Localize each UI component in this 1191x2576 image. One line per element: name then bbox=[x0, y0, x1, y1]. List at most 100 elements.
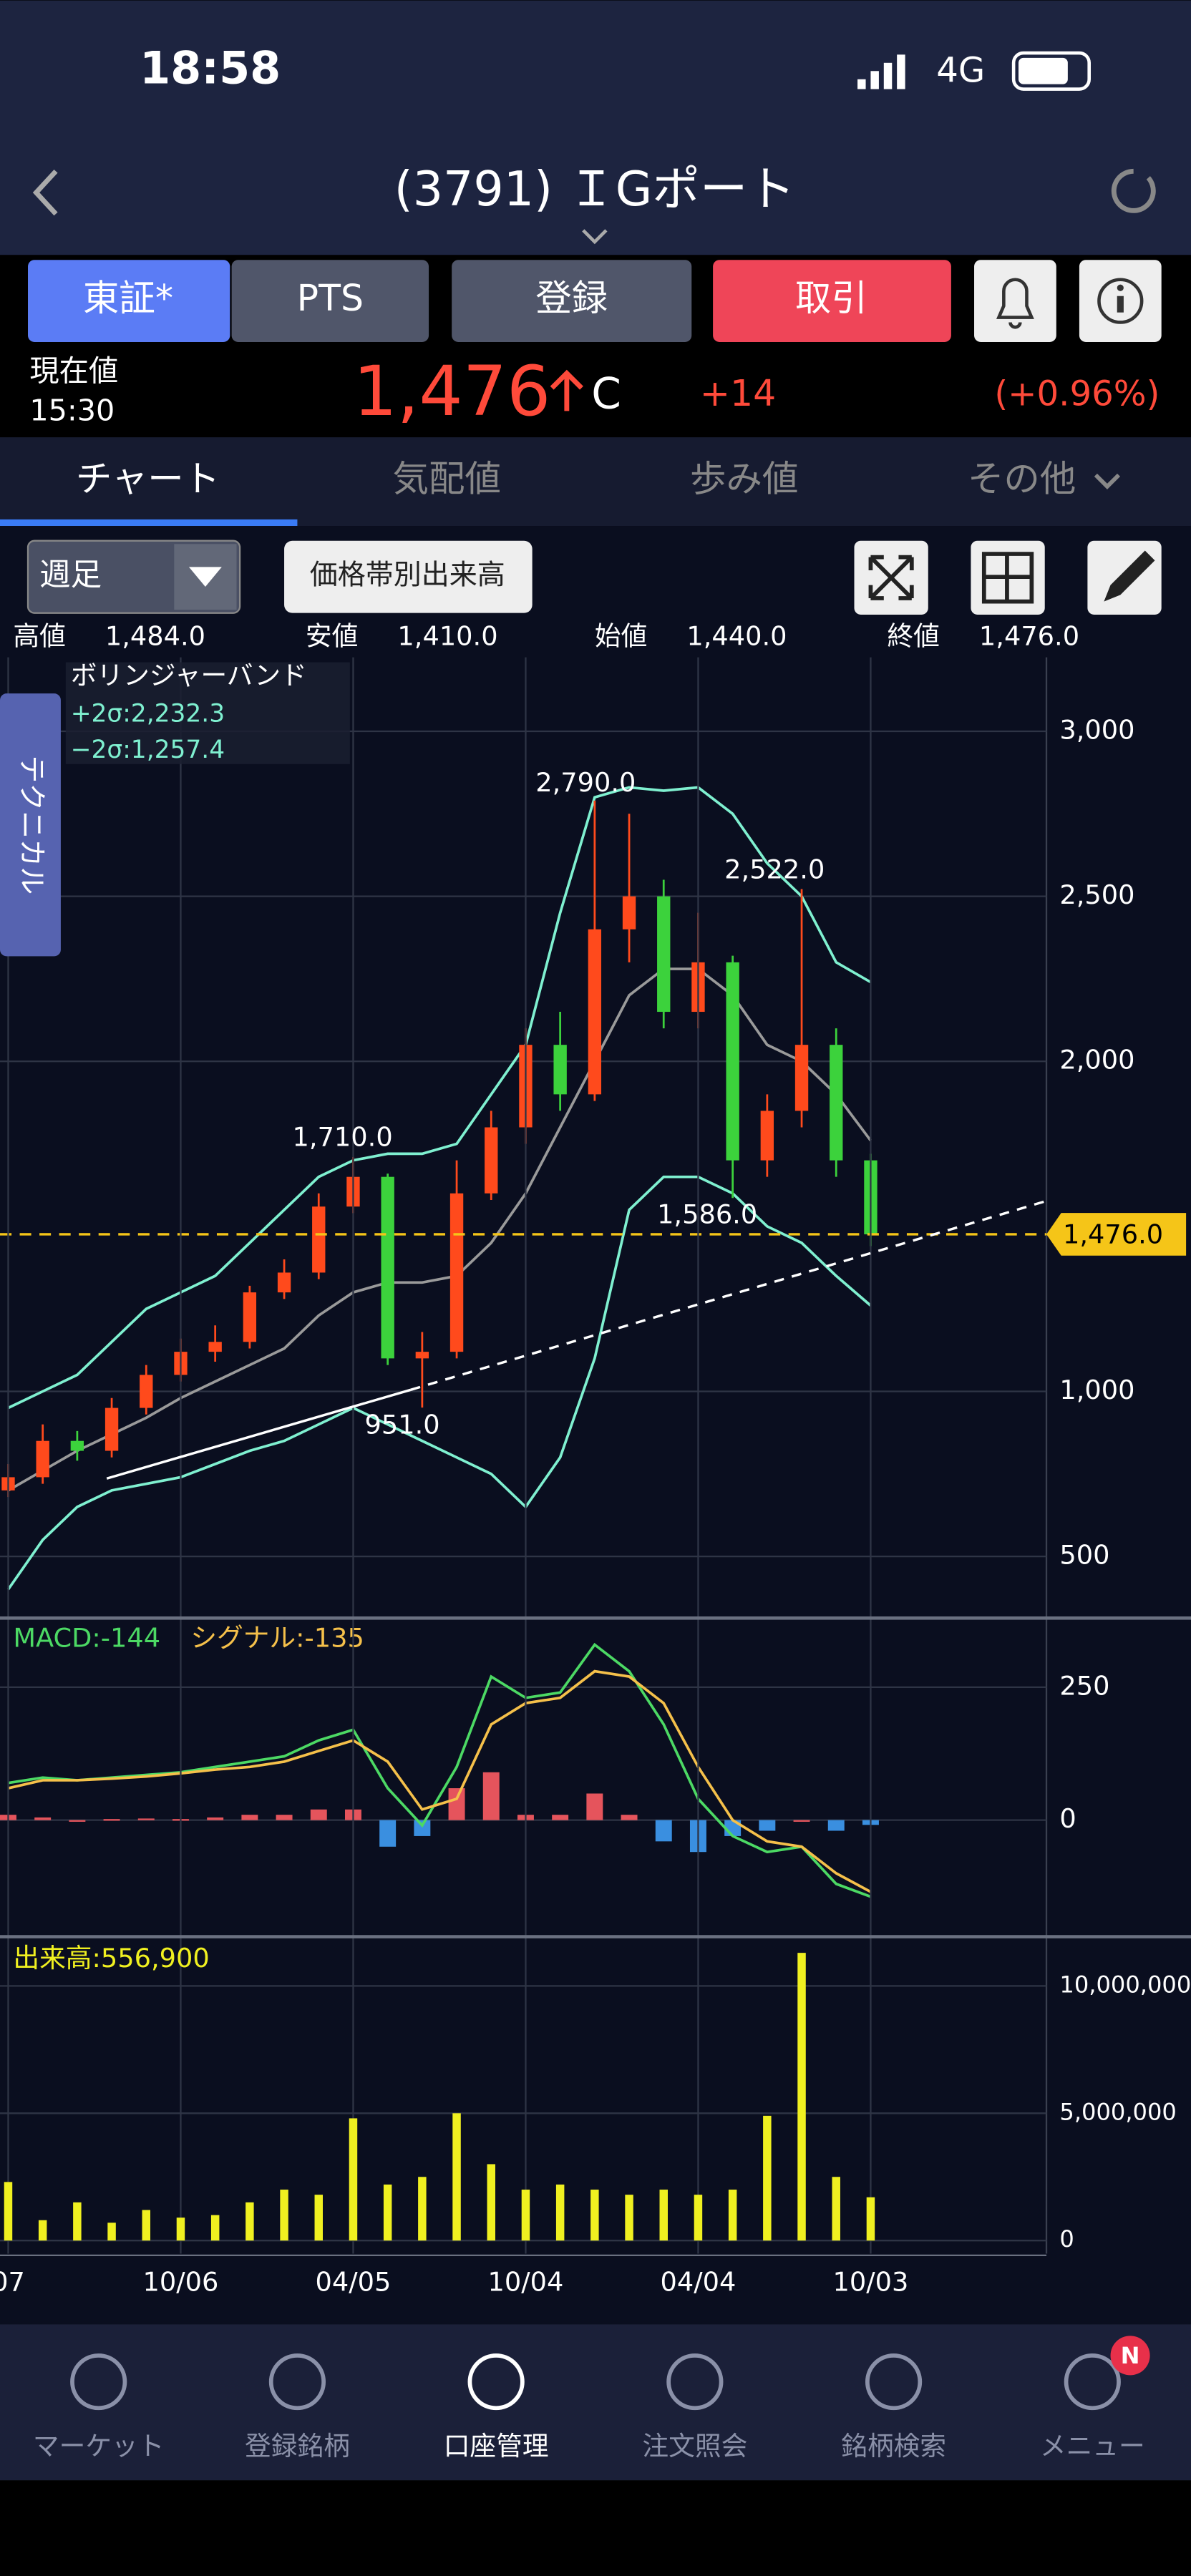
nav-icon bbox=[865, 2353, 923, 2411]
volume-bar bbox=[832, 2177, 840, 2241]
nav-label[interactable]: メニュー bbox=[1040, 2431, 1145, 2462]
nav-label[interactable]: 銘柄検索 bbox=[841, 2431, 946, 2462]
volume-profile-button[interactable] bbox=[284, 540, 533, 613]
candle-body bbox=[36, 1440, 49, 1478]
fullscreen-icon bbox=[868, 555, 914, 600]
stock-title[interactable]: (3791) ＩGポート bbox=[394, 161, 795, 217]
current-price: 1,476 bbox=[353, 351, 550, 431]
volume-profile-label: 価格帯別出来高 bbox=[310, 560, 505, 592]
volume-bar bbox=[349, 2118, 358, 2241]
histogram-bar bbox=[34, 1817, 52, 1820]
network: 4G bbox=[936, 51, 985, 91]
nav-icon bbox=[666, 2353, 724, 2411]
tab[interactable]: 歩み値 bbox=[690, 458, 798, 500]
histogram-bar bbox=[621, 1815, 638, 1820]
nav-label[interactable]: 口座管理 bbox=[444, 2431, 549, 2462]
annotation: 2,790.0 bbox=[535, 767, 636, 798]
volume-bar bbox=[728, 2190, 737, 2241]
top-bar bbox=[0, 0, 1191, 255]
candle-body bbox=[553, 1045, 567, 1095]
volume-bar bbox=[280, 2190, 288, 2241]
ohlc-label: 始値 bbox=[595, 621, 647, 652]
pencil-icon bbox=[1104, 550, 1155, 602]
histogram-bar bbox=[137, 1818, 155, 1820]
battery-level bbox=[1019, 57, 1068, 84]
volume-bar bbox=[314, 2195, 324, 2241]
market-pts[interactable] bbox=[231, 260, 429, 342]
legend-upper: +2σ:2,232.3 bbox=[71, 699, 225, 728]
y-tick-label: 2,000 bbox=[1059, 1045, 1134, 1075]
trend-line-dashed bbox=[410, 1199, 1047, 1391]
alert-button[interactable] bbox=[974, 260, 1056, 342]
candle-body bbox=[104, 1407, 119, 1451]
ohlc-label: 安値 bbox=[306, 621, 358, 652]
annotation: 1,710.0 bbox=[293, 1122, 393, 1153]
volume-bar bbox=[694, 2195, 703, 2241]
histogram-bar bbox=[793, 1820, 810, 1822]
quote-label: 現在値 bbox=[29, 354, 118, 389]
histogram-bar bbox=[379, 1820, 397, 1847]
volume-legend: 出来高:556,900 bbox=[13, 1943, 209, 1974]
histogram-bar bbox=[655, 1820, 672, 1842]
button-label: 登録 bbox=[535, 277, 608, 319]
refresh-button[interactable] bbox=[1111, 168, 1156, 213]
volume-bar bbox=[383, 2184, 392, 2241]
candle-body bbox=[277, 1272, 291, 1293]
nav-label[interactable]: マーケット bbox=[33, 2431, 165, 2462]
candle-body bbox=[588, 929, 602, 1095]
technical-tab[interactable] bbox=[0, 693, 61, 957]
y-tick-label: 250 bbox=[1059, 1670, 1109, 1701]
volume-bar bbox=[107, 2223, 116, 2241]
legend-entry: シグナル:-135 bbox=[190, 1623, 364, 1654]
x-tick-label: 10/04 bbox=[488, 2266, 564, 2297]
nav-icon bbox=[467, 2353, 525, 2411]
info-icon bbox=[1117, 284, 1124, 291]
tab[interactable]: 気配値 bbox=[393, 458, 501, 500]
ohlc-value: 1,410.0 bbox=[397, 621, 497, 652]
back-button[interactable] bbox=[32, 169, 58, 216]
ohlc-value: 1,476.0 bbox=[979, 621, 1079, 652]
volume-bar bbox=[452, 2113, 461, 2241]
period-select-arrow bbox=[188, 567, 222, 587]
candle-body bbox=[449, 1193, 464, 1352]
candle-body bbox=[794, 1045, 809, 1111]
signal-icon bbox=[857, 54, 905, 89]
button-label: PTS bbox=[297, 277, 364, 319]
histogram-bar bbox=[586, 1793, 603, 1820]
volume-bar bbox=[763, 2115, 772, 2241]
nav-icon bbox=[1064, 2353, 1121, 2411]
nav-label[interactable]: 登録銘柄 bbox=[245, 2431, 350, 2462]
x-tick-label: 04/04 bbox=[661, 2266, 737, 2297]
candle-body bbox=[657, 896, 671, 1013]
candle-body bbox=[381, 1176, 394, 1359]
tab[interactable]: チャート bbox=[76, 458, 220, 500]
legend-entry: MACD:-144 bbox=[13, 1623, 160, 1654]
ohlc-label: 終値 bbox=[887, 621, 939, 652]
volume-bar bbox=[797, 1953, 806, 2241]
histogram-bar bbox=[69, 1820, 86, 1822]
y-tick-label: 5,000,000 bbox=[1059, 2098, 1176, 2125]
volume-bar bbox=[418, 2177, 427, 2241]
candle-body bbox=[208, 1342, 222, 1352]
tab[interactable]: その他 bbox=[968, 458, 1076, 500]
nav-label[interactable]: 注文照会 bbox=[642, 2431, 747, 2462]
legend-lower: −2σ:1,257.4 bbox=[71, 736, 225, 764]
trend-line bbox=[106, 1388, 412, 1480]
histogram-bar bbox=[827, 1820, 845, 1831]
market-tse[interactable] bbox=[28, 260, 230, 342]
register-button[interactable] bbox=[452, 260, 692, 342]
plot: 500 1,000 2,000 2,500 3,000 1,476.0 0 250 MACD:-… bbox=[0, 657, 1191, 2297]
histogram-bar bbox=[207, 1817, 224, 1820]
trade-button[interactable] bbox=[713, 260, 951, 342]
histogram-bar bbox=[552, 1815, 569, 1820]
legend-title: ボリンジャーバンド bbox=[71, 660, 307, 691]
y-tick-label: 2,500 bbox=[1059, 879, 1134, 910]
candle-body bbox=[415, 1352, 429, 1359]
band-line bbox=[6, 1175, 872, 1591]
candle-body bbox=[726, 962, 739, 1161]
volume-bar bbox=[521, 2190, 530, 2241]
volume-bar bbox=[246, 2202, 254, 2241]
volume-bar bbox=[210, 2215, 220, 2241]
ohlc-value: 1,484.0 bbox=[105, 621, 205, 652]
